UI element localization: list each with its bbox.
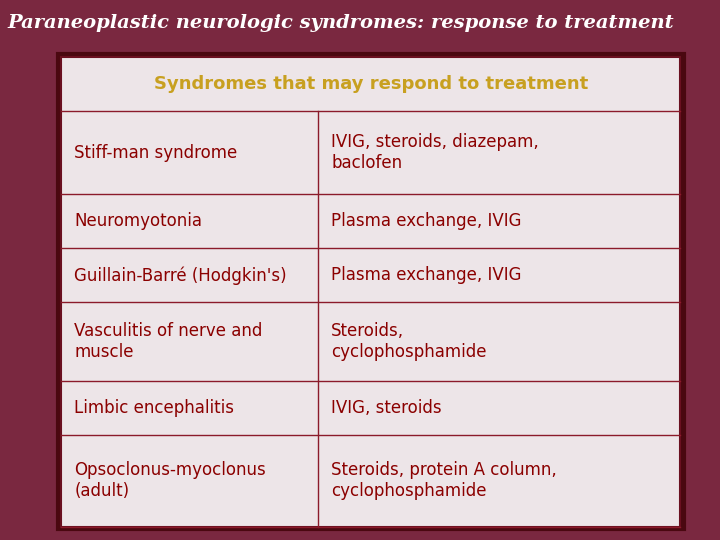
Text: IVIG, steroids: IVIG, steroids: [331, 399, 442, 417]
FancyBboxPatch shape: [58, 54, 684, 529]
Text: Stiff-man syndrome: Stiff-man syndrome: [74, 144, 238, 161]
Text: Plasma exchange, IVIG: Plasma exchange, IVIG: [331, 212, 521, 231]
Text: Limbic encephalitis: Limbic encephalitis: [74, 399, 234, 417]
Text: Plasma exchange, IVIG: Plasma exchange, IVIG: [331, 266, 521, 285]
Text: Paraneoplastic neurologic syndromes: response to treatment: Paraneoplastic neurologic syndromes: res…: [7, 14, 674, 31]
Text: Neuromyotonia: Neuromyotonia: [74, 212, 202, 231]
FancyBboxPatch shape: [61, 57, 680, 526]
Text: Guillain-Barré (Hodgkin's): Guillain-Barré (Hodgkin's): [74, 266, 287, 285]
Text: Syndromes that may respond to treatment: Syndromes that may respond to treatment: [153, 75, 588, 93]
Text: Steroids, protein A column,
cyclophosphamide: Steroids, protein A column, cyclophospha…: [331, 461, 557, 500]
Text: IVIG, steroids, diazepam,
baclofen: IVIG, steroids, diazepam, baclofen: [331, 133, 539, 172]
Text: Vasculitis of nerve and
muscle: Vasculitis of nerve and muscle: [74, 322, 263, 361]
Text: Opsoclonus-myoclonus
(adult): Opsoclonus-myoclonus (adult): [74, 461, 266, 500]
Text: Steroids,
cyclophosphamide: Steroids, cyclophosphamide: [331, 322, 487, 361]
